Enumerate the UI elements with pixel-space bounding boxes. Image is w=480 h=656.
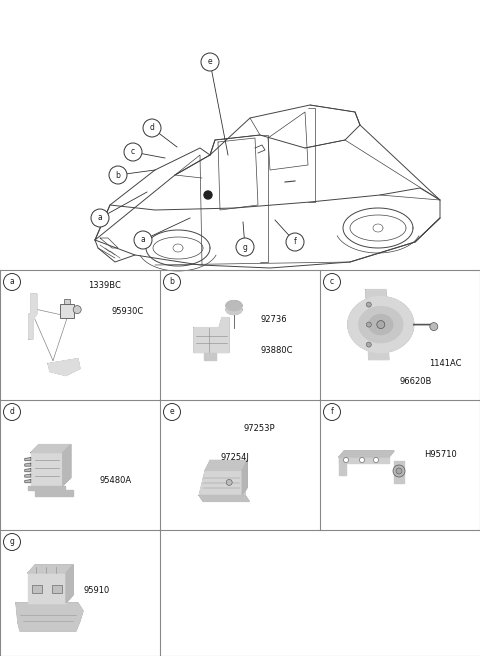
Polygon shape xyxy=(28,565,73,573)
Text: f: f xyxy=(331,407,334,417)
Text: a: a xyxy=(10,277,14,287)
Bar xyxy=(60,304,74,318)
Circle shape xyxy=(366,302,372,307)
Polygon shape xyxy=(339,457,346,475)
Polygon shape xyxy=(205,461,247,470)
Circle shape xyxy=(3,403,21,420)
Polygon shape xyxy=(366,289,389,359)
Text: 97253P: 97253P xyxy=(243,424,275,433)
Circle shape xyxy=(393,465,405,477)
Text: 1339BC: 1339BC xyxy=(88,281,121,290)
Text: H95710: H95710 xyxy=(424,450,457,459)
Polygon shape xyxy=(194,318,229,353)
Text: c: c xyxy=(330,277,334,287)
Polygon shape xyxy=(394,461,404,483)
Text: d: d xyxy=(150,123,155,133)
Polygon shape xyxy=(28,573,66,603)
Text: d: d xyxy=(10,407,14,417)
Circle shape xyxy=(143,119,161,137)
Text: e: e xyxy=(208,58,212,66)
Text: 93880C: 93880C xyxy=(261,346,293,355)
Circle shape xyxy=(377,321,385,329)
Polygon shape xyxy=(25,474,31,477)
Circle shape xyxy=(109,166,127,184)
Circle shape xyxy=(164,274,180,291)
Polygon shape xyxy=(242,461,247,495)
Circle shape xyxy=(366,322,372,327)
Bar xyxy=(52,585,62,593)
Circle shape xyxy=(373,457,379,462)
Bar xyxy=(64,298,70,304)
Circle shape xyxy=(396,468,402,474)
Polygon shape xyxy=(204,353,216,359)
Polygon shape xyxy=(63,445,71,485)
Circle shape xyxy=(164,403,180,420)
Circle shape xyxy=(430,323,438,331)
Polygon shape xyxy=(226,304,242,315)
Polygon shape xyxy=(25,468,31,472)
Polygon shape xyxy=(48,359,80,376)
Text: 92736: 92736 xyxy=(261,315,288,324)
Text: f: f xyxy=(294,237,296,247)
Polygon shape xyxy=(25,458,31,461)
Polygon shape xyxy=(369,315,393,335)
Text: 97254J: 97254J xyxy=(221,453,250,462)
Circle shape xyxy=(204,191,212,199)
Text: 95930C: 95930C xyxy=(112,307,144,316)
Circle shape xyxy=(73,306,81,314)
Circle shape xyxy=(236,238,254,256)
Circle shape xyxy=(3,533,21,550)
Polygon shape xyxy=(339,451,394,457)
Polygon shape xyxy=(16,603,83,631)
Circle shape xyxy=(201,53,219,71)
Text: g: g xyxy=(10,537,14,546)
Bar xyxy=(32,585,42,593)
Polygon shape xyxy=(359,306,403,342)
Text: a: a xyxy=(97,213,102,222)
Text: 96620B: 96620B xyxy=(400,377,432,386)
Polygon shape xyxy=(66,565,73,603)
Polygon shape xyxy=(199,495,249,501)
Circle shape xyxy=(3,274,21,291)
Text: b: b xyxy=(116,171,120,180)
Circle shape xyxy=(366,342,372,347)
Circle shape xyxy=(324,274,340,291)
Text: b: b xyxy=(169,277,174,287)
Text: 95480A: 95480A xyxy=(99,476,132,485)
Polygon shape xyxy=(25,480,31,483)
Text: e: e xyxy=(170,407,174,417)
Polygon shape xyxy=(348,297,414,352)
Polygon shape xyxy=(29,294,37,339)
Circle shape xyxy=(344,457,348,462)
Text: a: a xyxy=(141,236,145,245)
Circle shape xyxy=(91,209,109,227)
Polygon shape xyxy=(199,470,245,495)
Circle shape xyxy=(286,233,304,251)
Circle shape xyxy=(124,143,142,161)
Polygon shape xyxy=(339,457,389,463)
Circle shape xyxy=(324,403,340,420)
Text: c: c xyxy=(131,148,135,157)
Polygon shape xyxy=(28,485,73,495)
Text: g: g xyxy=(242,243,247,251)
Polygon shape xyxy=(31,453,63,485)
Polygon shape xyxy=(226,300,242,310)
Polygon shape xyxy=(31,445,71,453)
Circle shape xyxy=(134,231,152,249)
Text: 1141AC: 1141AC xyxy=(429,359,461,368)
Text: 95910: 95910 xyxy=(83,586,109,595)
Circle shape xyxy=(360,457,364,462)
Polygon shape xyxy=(25,463,31,466)
Circle shape xyxy=(226,480,232,485)
